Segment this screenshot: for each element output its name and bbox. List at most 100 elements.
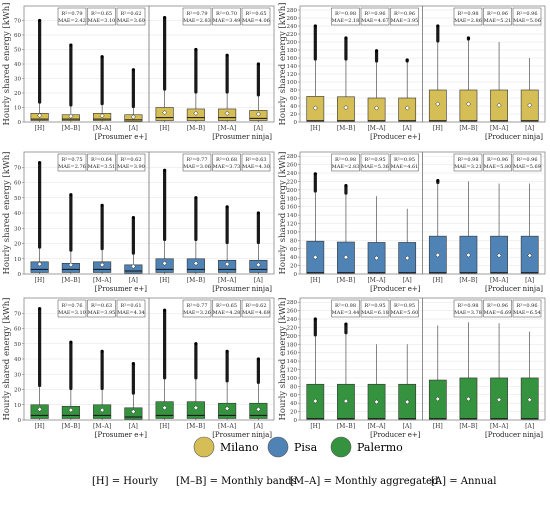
- x-tick-label: [A]: [129, 125, 138, 132]
- max-outlier: [194, 342, 198, 346]
- stat-r2: R²=0.98: [335, 303, 356, 309]
- stat-box: [87, 7, 116, 26]
- max-outlier: [405, 58, 409, 62]
- x-tick-label: [H]: [35, 423, 45, 430]
- mean-marker: [68, 262, 74, 268]
- x-tick-label: [M–A]: [93, 423, 111, 430]
- stat-box: [483, 153, 512, 172]
- y-tick-label: 0: [294, 120, 298, 126]
- y-tick-label: 20: [290, 264, 297, 270]
- legend-label-milano: Milano: [220, 441, 259, 454]
- stat-r2: R²=0.98: [457, 11, 478, 17]
- stat-box: [182, 299, 212, 318]
- max-outlier: [38, 19, 42, 22]
- y-tick-label: 80: [290, 238, 297, 244]
- mean-marker: [99, 407, 105, 413]
- y-tick-label: 70: [14, 19, 21, 25]
- box-h: [H]: [428, 179, 447, 284]
- mean-marker: [130, 263, 136, 269]
- y-tick-label: 280: [287, 300, 298, 306]
- box-h: [H]: [30, 307, 49, 430]
- mean-marker: [162, 260, 168, 266]
- stat-box: [212, 299, 241, 318]
- stat-mae: MAE=5.36: [361, 164, 389, 170]
- x-tick-label: [M–A]: [218, 125, 236, 132]
- panel-label: [Producer ninja]: [485, 285, 543, 293]
- max-outlier: [344, 36, 348, 40]
- mean-marker: [343, 105, 349, 111]
- stat-box: [390, 299, 419, 318]
- y-tick-label: 30: [14, 372, 21, 378]
- x-tick-label: [H]: [35, 125, 45, 132]
- mean-marker: [99, 113, 105, 119]
- stat-r2: R²=0.77: [186, 157, 207, 163]
- stat-box: [57, 7, 87, 26]
- box-a: [A]: [520, 331, 539, 430]
- mean-marker: [343, 398, 349, 404]
- chart-palermo-prosumer: Hourly shared energy [kWh] 0 10 20 30 40 50 60 7…: [2, 297, 275, 439]
- y-tick-label: 260: [287, 163, 298, 169]
- stat-mae: MAE=2.83: [183, 18, 211, 24]
- mean-marker: [404, 255, 410, 261]
- y-tick-label: 180: [287, 48, 298, 54]
- x-tick-label: [H]: [310, 277, 320, 284]
- max-outlier: [194, 48, 198, 51]
- mean-marker: [404, 399, 410, 405]
- stat-box: [241, 153, 271, 172]
- mean-marker: [162, 405, 168, 411]
- y-tick-label: 0: [294, 272, 298, 278]
- y-tick-label: 160: [287, 205, 298, 211]
- x-tick-label: [A]: [525, 423, 534, 430]
- stat-box: [331, 299, 360, 318]
- y-tick-label: 20: [14, 242, 21, 248]
- y-tick-label: 220: [287, 32, 298, 38]
- y-tick-label: 50: [14, 342, 21, 348]
- y-tick-label: 140: [287, 213, 298, 219]
- stat-r2: R²=0.96: [516, 303, 537, 309]
- mean-marker: [465, 396, 471, 402]
- box-h: [H]: [155, 168, 174, 284]
- panel-producer-ninja: R²=0.98MAE=3.21R²=0.96MAE=5.80R²=0.96MAE…: [422, 151, 546, 293]
- box-m-a: [M–A]: [93, 349, 111, 430]
- y-tick-label: 40: [290, 104, 297, 110]
- stat-r2: R²=0.98: [335, 11, 356, 17]
- max-outlier: [344, 184, 348, 188]
- y-tick-label: 100: [287, 230, 298, 236]
- x-tick-label: [H]: [433, 125, 443, 132]
- mean-marker: [312, 398, 318, 404]
- x-tick-label: [A]: [254, 125, 263, 132]
- max-outlier: [436, 179, 440, 183]
- legend-swatch-pisa: [267, 436, 289, 458]
- stat-r2: R²=0.68: [216, 157, 237, 163]
- stat-box: [453, 299, 483, 318]
- panel-label: [Prosumer e+]: [95, 431, 147, 439]
- y-tick-label: 10: [14, 106, 21, 112]
- mean-marker: [130, 114, 136, 120]
- box-m-a: [M–A]: [218, 53, 236, 132]
- box-m-a: [M–A]: [367, 196, 386, 284]
- legend-swatch-milano: [193, 436, 215, 458]
- legend-label-palermo: Palermo: [357, 441, 403, 454]
- stat-box: [483, 299, 512, 318]
- box-m-a: [M–A]: [490, 323, 508, 430]
- stat-mae: MAE=4.06: [242, 18, 270, 24]
- y-tick-label: 60: [290, 96, 297, 102]
- max-outlier: [100, 203, 104, 207]
- box-h: [H]: [30, 161, 49, 284]
- panel-border: [148, 297, 275, 421]
- stat-mae: MAE=2.42: [58, 18, 86, 24]
- x-tick-label: [M–B]: [62, 277, 80, 284]
- max-outlier: [256, 357, 260, 361]
- box-a: [A]: [398, 58, 417, 132]
- x-tick-label: [M–A]: [367, 277, 385, 284]
- mean-marker: [374, 105, 380, 111]
- max-outlier: [313, 172, 317, 176]
- stat-box: [212, 153, 241, 172]
- x-tick-label: [A]: [254, 423, 263, 430]
- mean-marker: [193, 405, 199, 411]
- y-axis-label: Hourly shared energy [kWh]: [2, 3, 12, 126]
- box-a: [A]: [124, 361, 143, 430]
